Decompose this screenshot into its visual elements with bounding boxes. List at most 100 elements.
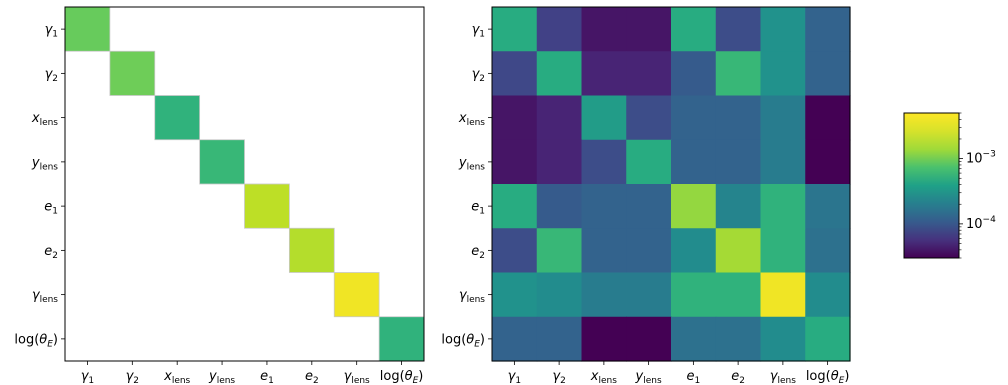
heatmap-cell-r3-c1 xyxy=(536,139,583,185)
colorbar-gradient xyxy=(904,113,959,258)
heatmap-cell-r6-c0 xyxy=(492,272,538,318)
x-tick-label: e2 xyxy=(731,369,745,385)
heatmap-cell-r3-c2 xyxy=(581,139,627,185)
heatmap-cell-r7-c3 xyxy=(626,316,672,362)
axes-frame xyxy=(491,6,851,362)
heatmap-cell-r4-c1 xyxy=(536,184,583,229)
heatmap-cell-r0-c4 xyxy=(671,7,717,52)
heatmap-cell-r1-c3 xyxy=(626,51,672,97)
heatmap-cell-r5-c2 xyxy=(581,228,627,274)
heatmap-cell-r4-c0 xyxy=(492,184,538,229)
x-tick-label: xlens xyxy=(163,369,190,385)
heatmap-cell-r2-c6 xyxy=(760,95,806,141)
heatmap-cell-r6-c6 xyxy=(760,272,806,318)
x-tick-label: log(θE) xyxy=(806,369,850,385)
y-tick-label: γlens xyxy=(32,288,58,305)
heatmap-cell-r0-c0 xyxy=(64,6,111,52)
heatmap-cell-r1-c1 xyxy=(536,51,583,97)
heatmap-cell-r5-c3 xyxy=(626,228,672,274)
x-tick-label: γ1 xyxy=(81,369,94,385)
x-tick-label: ylens xyxy=(208,369,235,385)
y-tick-label: xlens xyxy=(458,111,485,128)
x-tick-label: γ2 xyxy=(126,369,139,385)
heatmap-cell-r5-c7 xyxy=(805,228,851,274)
heatmap-cell-r3-c0 xyxy=(492,139,538,185)
heatmap-cell-r7-c5 xyxy=(715,316,762,362)
heatmap-cell-r2-c7 xyxy=(805,95,851,141)
heatmap-cell-r6-c4 xyxy=(671,272,717,318)
heatmap-cell-r5-c0 xyxy=(492,228,538,274)
heatmap-cell-r3-c4 xyxy=(671,139,717,185)
colorbar-tick-label: 10−4 xyxy=(966,215,996,232)
heatmap-cell-r7-c2 xyxy=(581,316,627,362)
heatmap-cell-r0-c5 xyxy=(715,7,762,52)
y-tick-label: ylens xyxy=(458,155,485,172)
left-heatmap-panel: γ1 γ1 γ2 γ2 xlens xlens ylens ylens e1 e1 e2 e2 γlen… xyxy=(14,6,425,385)
x-tick-label: e2 xyxy=(305,369,319,385)
heatmap-cell-r2-c2 xyxy=(154,95,201,141)
heatmap-cell-r7-c7 xyxy=(378,316,425,362)
axes-frame xyxy=(64,6,425,362)
heatmap-cell-r6-c2 xyxy=(581,272,627,318)
heatmap-cell-r1-c1 xyxy=(109,50,156,96)
x-tick-label: ylens xyxy=(635,369,662,385)
heatmap-cell-r1-c2 xyxy=(581,51,627,97)
y-tick-label: log(θE) xyxy=(14,332,58,349)
colorbar-frame xyxy=(903,112,960,259)
y-tick-label: e1 xyxy=(471,200,485,217)
heatmap-cell-r6-c1 xyxy=(536,272,583,318)
heatmap-cell-r7-c6 xyxy=(760,316,806,362)
right-heatmap-panel: γ1 γ1 γ2 γ2 xlens xlens ylens ylens e1 e1 e2 e2 γlen… xyxy=(441,6,851,385)
colorbar-tick-label: 10−3 xyxy=(966,150,996,167)
heatmap-cell-r7-c7 xyxy=(805,316,851,362)
heatmap-cell-r2-c5 xyxy=(715,95,762,141)
y-tick-label: e1 xyxy=(44,200,58,217)
heatmap-cell-r5-c1 xyxy=(536,228,583,274)
heatmap-cell-r3-c6 xyxy=(760,139,806,185)
heatmap-cell-r4-c4 xyxy=(244,183,290,229)
heatmap-cell-r5-c5 xyxy=(715,228,762,274)
heatmap-cell-r6-c7 xyxy=(805,272,851,318)
heatmap-cell-r2-c3 xyxy=(626,95,672,141)
heatmap-cell-r2-c1 xyxy=(536,95,583,141)
heatmap-cell-r1-c5 xyxy=(715,51,762,97)
y-tick-label: γ2 xyxy=(472,67,485,84)
y-tick-label: log(θE) xyxy=(441,332,485,349)
heatmap-cell-r6-c3 xyxy=(626,272,672,318)
heatmap-cell-r1-c4 xyxy=(671,51,717,97)
heatmap-cell-r4-c4 xyxy=(671,184,717,229)
heatmap-cell-r4-c6 xyxy=(760,184,806,229)
y-tick-label: γ2 xyxy=(45,67,58,84)
x-tick-label: γlens xyxy=(344,369,370,385)
x-tick-label: γ1 xyxy=(508,369,521,385)
heatmap-cell-r4-c3 xyxy=(626,184,672,229)
colorbar: 10−3 10−4 xyxy=(903,112,996,259)
heatmap-cell-r0-c3 xyxy=(626,7,672,52)
y-tick-label: γ1 xyxy=(45,23,58,40)
heatmap-cell-r0-c2 xyxy=(581,7,627,52)
heatmap-cell-r6-c5 xyxy=(715,272,762,318)
heatmap-cell-r1-c0 xyxy=(492,51,538,97)
y-tick-label: e2 xyxy=(44,244,58,261)
heatmap-cell-r3-c3 xyxy=(199,139,245,185)
heatmap-cell-r6-c6 xyxy=(333,272,380,318)
heatmap-cell-r7-c0 xyxy=(492,316,538,362)
x-tick-label: γlens xyxy=(770,369,796,385)
heatmap-cell-r2-c2 xyxy=(581,95,627,141)
heatmap-cell-r0-c0 xyxy=(492,7,538,52)
x-tick-label: e1 xyxy=(260,369,274,385)
heatmap-cell-r2-c0 xyxy=(492,95,538,141)
heatmap-cell-r5-c5 xyxy=(288,227,335,273)
x-tick-label: e1 xyxy=(687,369,701,385)
heatmap-cell-r0-c7 xyxy=(805,7,851,52)
x-tick-label: γ2 xyxy=(552,369,565,385)
heatmap-cell-r2-c4 xyxy=(671,95,717,141)
heatmap-cell-r4-c2 xyxy=(581,184,627,229)
y-tick-label: xlens xyxy=(31,111,58,128)
y-tick-label: γlens xyxy=(459,288,485,305)
heatmap-cell-r5-c6 xyxy=(760,228,806,274)
heatmap-cell-r7-c1 xyxy=(536,316,583,362)
y-tick-label: ylens xyxy=(31,155,58,172)
x-tick-label: xlens xyxy=(590,369,617,385)
